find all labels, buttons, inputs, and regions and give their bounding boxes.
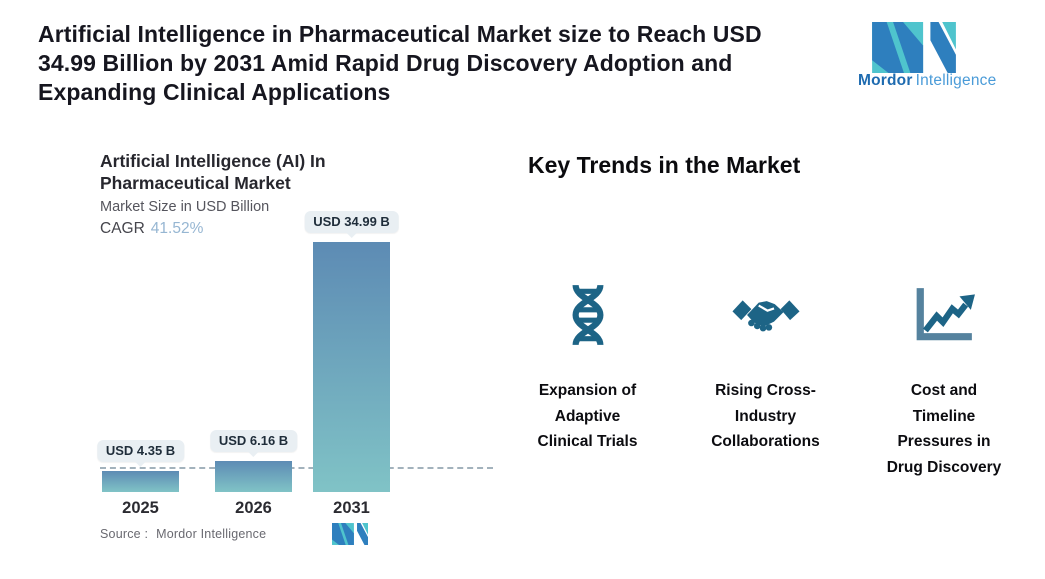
- cagr-row: CAGR 41.52%: [100, 220, 203, 238]
- mordor-logo-mark-small-icon: [332, 523, 368, 545]
- bar-year-label: 2031: [333, 499, 370, 517]
- chart-title: Artificial Intelligence (AI) In Pharmace…: [100, 151, 326, 193]
- bar-group-2031: USD 34.99 B 2031: [304, 210, 399, 518]
- trend-item-adaptive-clinical-trials: Expansion of Adaptive Clinical Trials: [505, 278, 670, 455]
- source-line: Source : Mordor Intelligence: [100, 527, 332, 541]
- brand-wordmark: Mordor Intelligence: [858, 72, 1033, 90]
- key-trends-heading: Key Trends in the Market: [528, 152, 801, 178]
- bar-year-label: 2025: [122, 499, 159, 517]
- source-value: Mordor Intelligence: [156, 527, 267, 541]
- bar-2025: [102, 471, 179, 492]
- trend-label: Cost and Timeline Pressures in Drug Disc…: [886, 382, 1002, 476]
- trend-chart-icon: [916, 288, 975, 341]
- handshake-icon: [731, 300, 800, 332]
- trend-label: Rising Cross- Industry Collaborations: [711, 382, 820, 450]
- bar-year-label: 2026: [235, 499, 272, 517]
- bar-2031: [313, 242, 390, 492]
- cagr-label: CAGR: [100, 220, 145, 237]
- source-row: Source : Mordor Intelligence: [100, 523, 368, 545]
- trend-label: Expansion of Adaptive Clinical Trials: [537, 382, 638, 450]
- mordor-logo-mark-icon: [872, 22, 956, 73]
- cagr-value: 41.52%: [150, 220, 204, 237]
- bar-2026: [215, 461, 292, 492]
- brand-name-bold: Mordor: [858, 72, 913, 89]
- bar-value-callout: USD 4.35 B: [96, 440, 185, 462]
- bar-plot: USD 4.35 B 2025 USD 6.16 B 2026 USD 34.99 B 2…: [96, 210, 495, 518]
- bar-group-2025: USD 4.35 B 2025: [96, 210, 185, 518]
- source-label: Source :: [100, 527, 149, 541]
- baseline-dashed-line: [100, 467, 493, 469]
- page-title: Artificial Intelligence in Pharmaceutica…: [38, 21, 762, 105]
- chart-subtitle: Market Size in USD Billion: [100, 199, 270, 215]
- mordor-logo: [872, 22, 1032, 78]
- bar-group-2026: USD 6.16 B 2026: [209, 210, 298, 518]
- bar-value-callout: USD 6.16 B: [209, 430, 298, 452]
- trend-item-cross-industry-collaborations: Rising Cross- Industry Collaborations: [678, 278, 853, 455]
- brand-name-regular: Intelligence: [915, 72, 997, 89]
- trend-item-cost-timeline-pressures: Cost and Timeline Pressures in Drug Disc…: [855, 278, 1033, 480]
- bar-value-callout: USD 34.99 B: [304, 211, 399, 233]
- dna-icon: [572, 284, 603, 346]
